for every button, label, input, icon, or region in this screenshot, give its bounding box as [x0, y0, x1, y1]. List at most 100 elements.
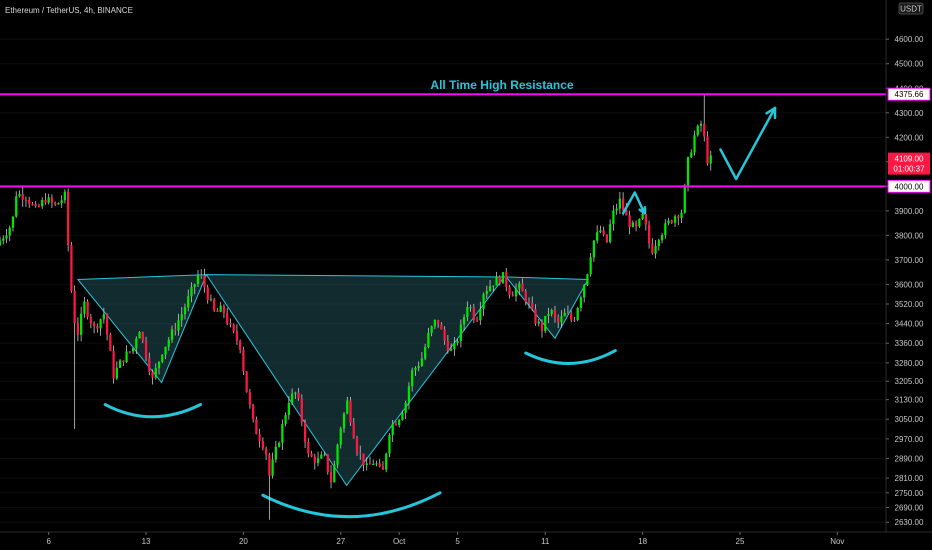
candle-body [239, 340, 242, 350]
candle-body [696, 125, 699, 136]
candle-body [589, 257, 592, 275]
candle-body [534, 309, 537, 324]
pattern-arc [103, 403, 203, 419]
candle-body [47, 197, 50, 203]
candle-body [706, 136, 709, 164]
candle-body [105, 314, 109, 335]
candle-body [378, 463, 381, 467]
candle-body [128, 351, 131, 353]
candle-body [281, 423, 284, 443]
y-tick-label: 3600.00 [895, 280, 924, 289]
candle-body [5, 235, 8, 239]
candle-body [683, 185, 686, 213]
y-tick-label: 3440.00 [895, 320, 924, 329]
y-tick-label: 2750.00 [895, 489, 924, 498]
candle-body [355, 437, 359, 453]
candle-body [657, 240, 660, 247]
y-tick-label: 3900.00 [895, 207, 924, 216]
candle-body [235, 330, 239, 341]
y-tick-label: 3130.00 [895, 396, 924, 405]
candle-body [381, 466, 385, 470]
candle-body [462, 317, 466, 325]
candle-body [21, 193, 24, 200]
time-axis[interactable]: 6 13 20 27 Oct 5 11 18 25 Nov [46, 532, 844, 546]
candle-body [680, 212, 683, 219]
candle-body [0, 240, 2, 246]
candle-body [2, 238, 5, 241]
candle-body [352, 422, 355, 438]
candle-body [631, 222, 634, 228]
candle-body [177, 320, 180, 331]
candle-body [690, 152, 693, 158]
candle-body [79, 313, 83, 335]
candle-body [148, 358, 151, 372]
candle-body [264, 448, 268, 455]
candle-body [466, 307, 469, 318]
candle-body [11, 216, 15, 228]
y-tick-label: 2630.00 [895, 518, 924, 527]
level-badge [887, 87, 931, 101]
candle-body [583, 284, 586, 298]
candle-body [411, 370, 414, 387]
x-tick-label: Nov [830, 537, 844, 546]
candle-body [634, 222, 638, 227]
currency-badge[interactable] [898, 2, 924, 15]
annotations: All Time High Resistance [430, 78, 777, 215]
candle-body [54, 202, 57, 205]
candle-body [385, 453, 388, 470]
candle-body [501, 272, 505, 284]
y-tick-label: 2970.00 [895, 435, 924, 444]
candle-body [34, 204, 37, 207]
candle-body [596, 232, 599, 241]
y-tick-label: 3520.00 [895, 300, 924, 309]
candle-body [28, 199, 31, 205]
candle-body [300, 398, 303, 423]
x-tick-label: 11 [541, 537, 550, 546]
candle-body [479, 308, 482, 321]
candle-body [602, 230, 605, 235]
candle-body [518, 283, 521, 289]
candle-body [527, 301, 531, 304]
y-tick-label: 2690.00 [895, 503, 924, 512]
candle-body [362, 453, 365, 465]
candle-body [44, 199, 47, 203]
candle-body [618, 198, 622, 209]
candle-body [180, 314, 183, 321]
candle-body [560, 316, 563, 323]
candle-body [109, 334, 112, 351]
candle-body [609, 224, 612, 243]
candles[interactable] [0, 94, 712, 520]
candle-body [514, 288, 518, 297]
candle-body [187, 296, 190, 308]
candle-body [398, 419, 401, 426]
projection-arrow [719, 106, 777, 181]
candle-body [453, 342, 456, 350]
candle-body [102, 314, 105, 320]
candle-body [41, 199, 44, 207]
candle-body [209, 299, 213, 301]
horizontal-levels[interactable] [0, 93, 886, 188]
candle-body [219, 305, 222, 312]
candle-body [122, 360, 125, 363]
candle-body [579, 297, 583, 308]
candle-body [193, 284, 196, 287]
candle-body [151, 371, 154, 378]
candle-body [226, 313, 229, 323]
candle-body [346, 400, 349, 414]
candle-body [498, 276, 501, 284]
candle-body [586, 274, 589, 285]
candle-body [190, 286, 193, 297]
candle-body [456, 340, 459, 343]
candle-body [203, 275, 206, 288]
resistance-annotation: All Time High Resistance [430, 78, 573, 92]
candle-body [492, 285, 495, 287]
candle-body [96, 326, 99, 329]
candle-body [213, 299, 216, 311]
candle-body [563, 312, 566, 317]
candle-body [359, 452, 362, 454]
candle-body [252, 404, 255, 420]
candle-body [316, 458, 320, 463]
candle-body [628, 215, 631, 228]
candle-body [372, 463, 375, 465]
